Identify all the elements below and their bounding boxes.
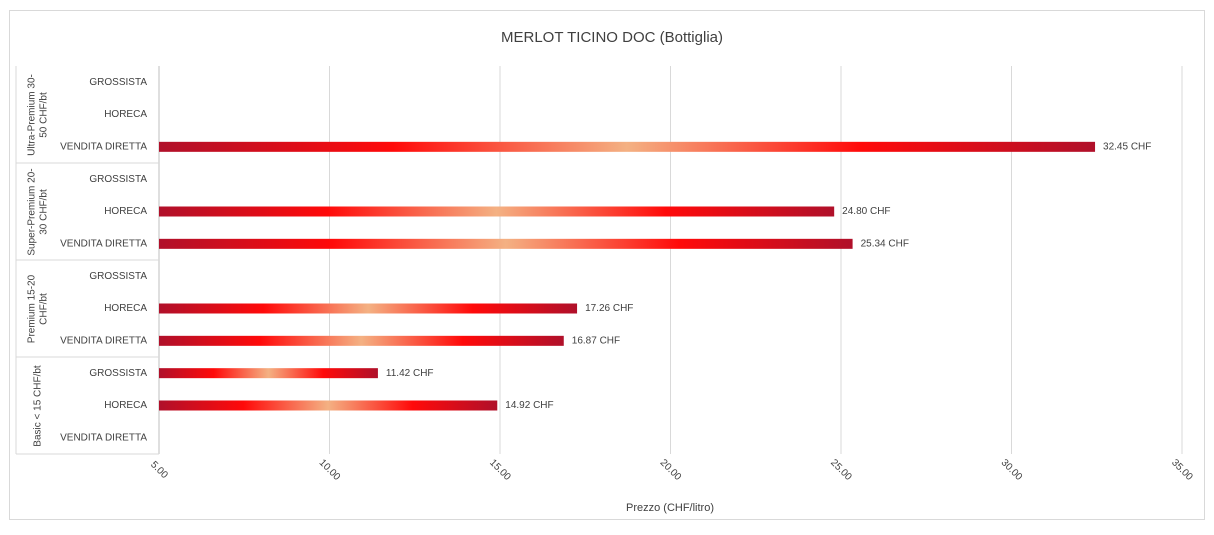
group-label: Premium 15-20 CHF/bt: [26, 274, 49, 343]
group-label: Super-Premium 20-30 CHF/bt: [26, 167, 49, 256]
x-axis-label: Prezzo (CHF/litro): [626, 502, 714, 514]
y-tick-label: VENDITA DIRETTA: [60, 432, 147, 443]
chart-title: MERLOT TICINO DOC (Bottiglia): [501, 29, 723, 46]
y-tick-label: VENDITA DIRETTA: [60, 141, 147, 152]
y-tick-label: VENDITA DIRETTA: [60, 335, 147, 346]
y-tick-label: VENDITA DIRETTA: [60, 238, 147, 249]
y-tick-label: GROSSISTA: [89, 271, 147, 282]
y-tick-label: HORECA: [104, 400, 147, 411]
y-tick-label: HORECA: [104, 109, 147, 120]
bar: [159, 303, 578, 314]
data-label: 16.87 CHF: [572, 335, 620, 346]
data-label: 32.45 CHF: [1103, 141, 1151, 152]
chart-border: [9, 10, 1205, 520]
y-tick-label: GROSSISTA: [89, 368, 147, 379]
data-label: 14.92 CHF: [505, 400, 553, 411]
bar: [159, 206, 835, 217]
group-label: Ultra-Premium 30-50 CHF/bt: [26, 73, 49, 156]
bar: [159, 141, 1096, 152]
group-label: Basic < 15 CHF/bt: [32, 364, 43, 447]
data-label: 25.34 CHF: [861, 238, 909, 249]
bar: [159, 400, 498, 411]
bar: [159, 238, 853, 249]
y-tick-label: HORECA: [104, 206, 147, 217]
bar: [159, 335, 564, 346]
y-tick-label: GROSSISTA: [89, 174, 147, 185]
bar: [159, 368, 378, 379]
data-label: 11.42 CHF: [386, 368, 434, 379]
data-label: 17.26 CHF: [585, 303, 633, 314]
y-tick-label: GROSSISTA: [89, 77, 147, 88]
y-tick-label: HORECA: [104, 303, 147, 314]
data-label: 24.80 CHF: [842, 206, 890, 217]
